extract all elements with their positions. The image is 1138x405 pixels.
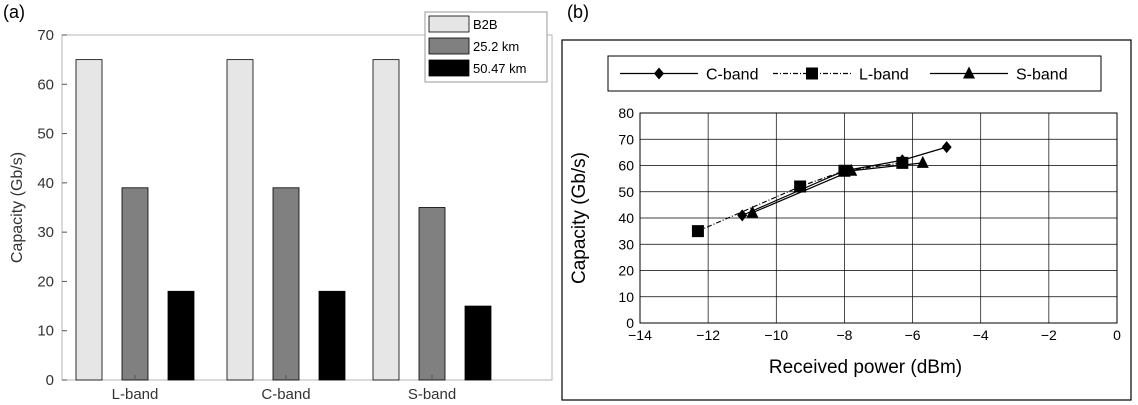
- x-tick-label: −12: [696, 327, 720, 343]
- y-tick-label: 20: [618, 263, 634, 279]
- bar-s-band-3: [464, 305, 492, 381]
- y-axis-label: Capacity (Gb/s): [569, 152, 590, 284]
- series-line-s-band: [752, 162, 923, 214]
- point-l-band: [691, 225, 704, 238]
- y-axis-label: Capacity (Gb/s): [9, 152, 26, 263]
- point-s-band: [845, 163, 858, 176]
- x-tick-label: −10: [764, 327, 788, 343]
- bar-c-band-1: [226, 59, 254, 381]
- y-tick-label: 10: [37, 323, 54, 340]
- x-axis-label: Received power (dBm): [769, 357, 962, 378]
- legend-marker-c-band: [654, 67, 664, 80]
- x-tick-label: −8: [836, 327, 852, 343]
- point-c-band: [941, 141, 952, 154]
- legend-swatch: [428, 15, 470, 33]
- x-tick-label: −4: [973, 327, 989, 343]
- legend-swatch: [428, 59, 470, 77]
- legend-marker-s-band: [963, 66, 975, 79]
- panel-label-b: (b): [567, 2, 589, 22]
- bar-l-band-3: [167, 290, 195, 381]
- legend-label: L-band: [859, 67, 909, 84]
- x-tick-label: 0: [1113, 327, 1121, 343]
- bar-c-band-3: [318, 290, 346, 381]
- series-line-c-band: [741, 146, 947, 216]
- point-s-band: [916, 155, 929, 168]
- legend-swatch: [428, 37, 470, 55]
- y-tick-label: 10: [618, 289, 634, 305]
- y-tick-label: 70: [37, 27, 54, 44]
- x-tick-label: L-band: [112, 386, 159, 403]
- x-tick-label: C-band: [261, 386, 310, 403]
- y-tick-label: 70: [618, 131, 634, 147]
- y-tick-label: 20: [37, 273, 54, 290]
- legend-label: B2B: [473, 17, 498, 32]
- y-tick-label: 80: [618, 105, 634, 121]
- legend-label: 50.47 km: [473, 61, 526, 76]
- bar-l-band-1: [75, 59, 103, 381]
- point-l-band: [794, 180, 807, 193]
- bar-l-band-2: [121, 187, 149, 381]
- x-tick-label: −14: [628, 327, 652, 343]
- legend-box: [607, 55, 1102, 92]
- y-tick-label: 50: [618, 184, 634, 200]
- legend-label: S-band: [1016, 67, 1068, 84]
- x-tick-label: S-band: [408, 386, 456, 403]
- bar-s-band-1: [372, 59, 400, 381]
- y-tick-label: 60: [618, 158, 634, 174]
- bar-chart: 0 10 20 30 40 50 60 70 Capacity (Gb/s) L-band C-ba…: [9, 11, 553, 403]
- series-line-l-band: [697, 162, 903, 232]
- legend-label: 25.2 km: [473, 39, 519, 54]
- point-c-band: [839, 164, 850, 177]
- legend-marker-l-band: [806, 67, 818, 80]
- y-tick-label: 50: [37, 126, 54, 143]
- x-tick-label: −2: [1041, 327, 1057, 343]
- bar-c-band-2: [272, 187, 300, 381]
- legend-label: C-band: [706, 67, 758, 84]
- y-tick-label: 60: [37, 76, 54, 93]
- x-tick-label: −6: [905, 327, 921, 343]
- y-tick-label: 30: [37, 224, 54, 241]
- y-tick-label: 40: [618, 210, 634, 226]
- y-tick-label: 0: [626, 315, 634, 331]
- y-tick-label: 40: [37, 175, 54, 192]
- panel-label-a: (a): [3, 2, 25, 22]
- y-tick-label: 0: [46, 372, 54, 389]
- point-l-band: [838, 164, 851, 177]
- y-tick-label: 30: [618, 236, 634, 252]
- point-l-band: [896, 156, 909, 169]
- plot-area: [639, 112, 1118, 324]
- figure-frame: [561, 39, 1132, 401]
- point-c-band: [897, 154, 908, 167]
- bar-s-band-2: [418, 207, 446, 381]
- point-s-band: [746, 205, 759, 218]
- point-c-band: [737, 209, 748, 222]
